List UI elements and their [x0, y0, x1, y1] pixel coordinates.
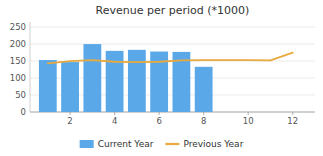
- x-tick: [114, 112, 115, 115]
- title: Revenue per period (*1000): [96, 4, 250, 17]
- bar: [106, 51, 124, 112]
- x-tick-label: 4: [112, 116, 117, 126]
- line: [48, 53, 293, 64]
- legend: Current Year Previous Year: [80, 139, 244, 149]
- y-tick-label: 0: [21, 107, 26, 117]
- y-tick-label: 250: [10, 22, 26, 32]
- x-tick: [203, 112, 204, 115]
- x-tick: [70, 112, 71, 115]
- bar: [39, 60, 57, 112]
- x-tick-label: 10: [243, 116, 254, 126]
- y-tick-label: 150: [10, 56, 26, 66]
- bar: [195, 67, 213, 112]
- y-tick-label: 200: [10, 39, 26, 49]
- bar: [83, 44, 101, 112]
- y-axis-line: [30, 22, 31, 112]
- x-tick: [248, 112, 249, 115]
- bar: [128, 50, 146, 112]
- x-tick-label: 8: [201, 116, 206, 126]
- y-tick-label: 100: [10, 73, 26, 83]
- x-tick-label: 6: [156, 116, 161, 126]
- chart: Revenue per period (*1000) 0 50 100 150 200 25…: [0, 0, 323, 156]
- legend-swatch: [80, 140, 94, 148]
- grid-line: [30, 27, 315, 28]
- grid-line: [30, 44, 315, 45]
- x-tick: [159, 112, 160, 115]
- x-tick: [292, 112, 293, 115]
- legend-label: Current Year: [98, 139, 154, 149]
- x-tick-label: 2: [67, 116, 72, 126]
- y-tick-label: 50: [15, 90, 26, 100]
- x-tick-label: 12: [287, 116, 298, 126]
- plot-marks: [39, 44, 293, 112]
- legend-swatch: [165, 143, 179, 145]
- bar: [61, 62, 79, 112]
- legend-label: Previous Year: [183, 139, 243, 149]
